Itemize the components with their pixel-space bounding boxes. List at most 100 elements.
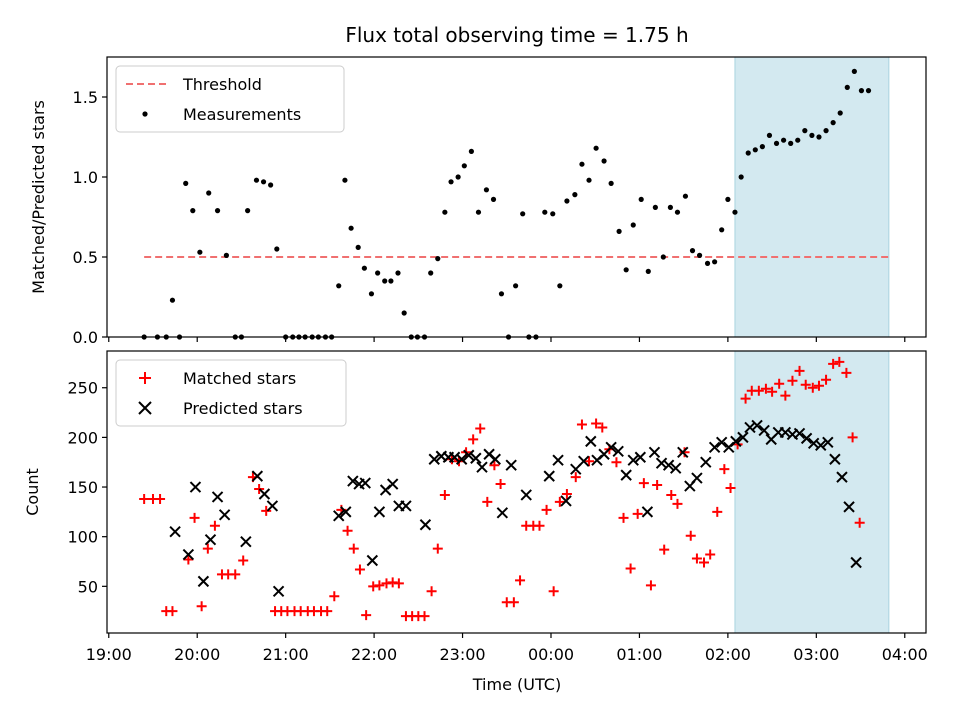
measurements-point <box>214 208 221 214</box>
axes-frame <box>106 350 927 634</box>
measurements-point <box>601 158 607 164</box>
matched-stars-point <box>374 580 385 591</box>
predicted-stars-point <box>793 427 806 440</box>
matched-stars-point <box>712 506 723 517</box>
matched-stars-point <box>189 512 200 523</box>
predicted-stars-point <box>815 439 827 452</box>
predicted-stars-point <box>251 470 264 482</box>
predicted-stars-point <box>612 445 624 457</box>
predicted-stars-point <box>605 441 617 454</box>
predicted-stars-point <box>182 548 195 561</box>
matched-stars-point <box>329 591 340 602</box>
y-tick-label: 1.0 <box>73 168 98 187</box>
predicted-stars-point <box>585 435 597 448</box>
predicted-stars-point <box>779 426 792 439</box>
legend-label-predicted-stars: Predicted stars <box>183 399 303 418</box>
matched-stars-point <box>515 575 526 586</box>
measurements-point <box>260 179 267 185</box>
matched-stars-point <box>322 606 333 617</box>
predicted-stars-point <box>428 453 440 465</box>
bottom-panel: 50 100 150 200 250 19:00 20:00 21:00 22:00 23:00 0… <box>23 350 928 664</box>
matched-stars-point <box>780 390 791 401</box>
measurements-point <box>461 163 467 169</box>
predicted-stars-point <box>655 457 668 469</box>
measurements-point <box>169 297 176 303</box>
measurements-point <box>348 225 354 231</box>
measurements-point <box>355 244 361 250</box>
predicted-stars-point <box>489 453 501 465</box>
matched-stars-point <box>854 517 865 528</box>
measurements-point <box>542 209 548 215</box>
measurements-point <box>830 120 836 126</box>
legend-label-measurements: Measurements <box>183 105 301 124</box>
predicted-stars-point <box>386 478 399 490</box>
matched-stars-point <box>813 380 824 391</box>
measurements-point <box>844 84 850 90</box>
matched-stars-point <box>740 393 751 404</box>
matched-stars-point <box>774 378 785 389</box>
predicted-stars-point <box>800 432 813 445</box>
x-tick-label: 03:00 <box>793 645 839 664</box>
y-tick-label: 250 <box>67 379 98 398</box>
matched-stars-point <box>632 508 643 519</box>
matched-stars-point <box>638 478 649 489</box>
x-tick-label: 02:00 <box>705 645 751 664</box>
measurements-point <box>837 110 843 116</box>
y-tick-label: 1.5 <box>73 88 98 107</box>
legend-marker-measurements <box>142 111 148 117</box>
predicted-stars-point <box>836 471 848 483</box>
predicted-stars-point <box>520 489 532 501</box>
measurements-point <box>442 209 448 215</box>
predicted-stars-point <box>737 431 749 444</box>
predicted-stars-point <box>197 575 210 588</box>
measurements-point <box>738 174 744 180</box>
matched-stars-point <box>183 554 194 565</box>
matched-stars-point <box>705 549 716 560</box>
matched-stars-point <box>508 597 519 608</box>
predicted-stars-point <box>496 507 509 519</box>
measurements-point <box>623 267 629 273</box>
matched-stars-point <box>419 611 430 622</box>
measurements-point <box>455 174 461 180</box>
predicted-stars-point <box>620 469 632 481</box>
measurements-point <box>704 260 711 266</box>
predicted-stars-point <box>669 462 682 474</box>
matched-stars-point <box>719 464 730 475</box>
matched-stars-point <box>426 586 437 597</box>
matched-stars-point <box>361 610 372 621</box>
predicted-stars-point <box>419 519 432 531</box>
predicted-stars-point <box>677 446 689 458</box>
matched-stars-point <box>468 434 479 445</box>
y-tick-label: 0.5 <box>73 248 98 267</box>
predicted-stars-point <box>169 526 181 538</box>
matched-stars-point <box>541 504 552 515</box>
predicted-stars-point <box>843 501 855 513</box>
measurements-point <box>689 248 696 254</box>
measurements-point <box>336 283 342 289</box>
x-tick-label: 00:00 <box>528 645 574 664</box>
matched-stars-point <box>821 374 832 385</box>
matched-stars-point <box>534 520 545 531</box>
measurements-point <box>616 228 622 234</box>
x-tick-label: 01:00 <box>616 645 662 664</box>
y-tick-label: 0.0 <box>73 328 98 347</box>
predicted-stars-point <box>634 451 647 463</box>
matched-stars-point <box>489 460 500 471</box>
predicted-stars-point <box>744 421 756 434</box>
measurements-point <box>206 190 212 196</box>
matched-stars-point <box>561 488 572 499</box>
measurements-point <box>766 132 773 138</box>
measurements-point <box>388 278 394 284</box>
measurements-point <box>725 196 731 202</box>
matched-stars-point <box>209 520 220 531</box>
predicted-stars-point <box>641 506 654 518</box>
matched-stars-point <box>348 543 359 554</box>
measurements-point <box>745 150 751 156</box>
measurements-point <box>660 254 666 260</box>
legend-label-matched-stars: Matched stars <box>183 369 296 388</box>
x-tick-label: 21:00 <box>263 645 309 664</box>
measurements-point <box>712 259 718 265</box>
matched-stars-point <box>354 564 365 575</box>
matched-stars-point <box>834 356 845 367</box>
matched-stars-point <box>439 489 450 500</box>
